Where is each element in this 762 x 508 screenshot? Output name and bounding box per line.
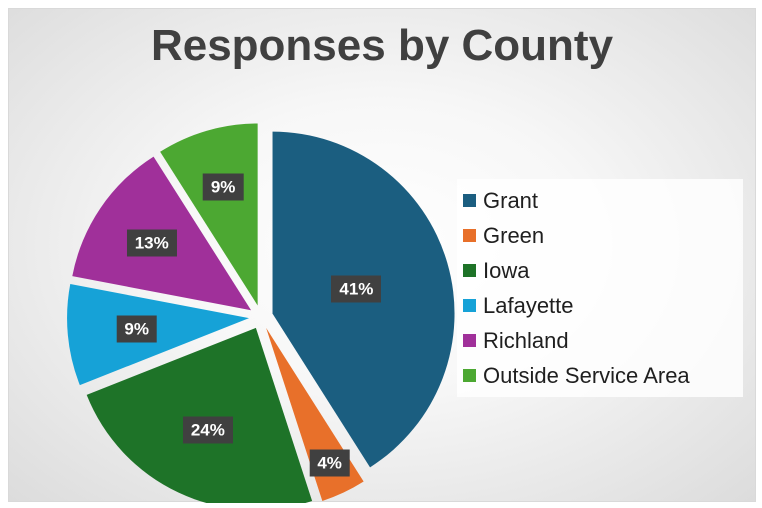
data-label: 24% (182, 416, 233, 444)
data-label: 9% (116, 315, 157, 343)
chart-title: Responses by County (150, 21, 614, 70)
pie-slice-lafayette (67, 284, 250, 386)
legend-item: Lafayette (463, 288, 737, 323)
legend-item: Grant (463, 183, 737, 218)
data-label: 41% (331, 275, 382, 303)
data-label: 9% (202, 173, 244, 201)
legend-label: Iowa (483, 257, 530, 283)
legend-label: Lafayette (483, 292, 574, 318)
legend-swatch (463, 369, 476, 382)
chart-area: Responses by County 41% 4% 24% 9% 13% 9% Gran… (8, 8, 756, 503)
data-label: 13% (126, 229, 177, 257)
pie-slice-iowa (86, 327, 313, 503)
legend-label: Richland (483, 327, 569, 353)
legend-label: Green (483, 222, 545, 248)
legend-label: Outside Service Area (483, 362, 690, 388)
legend-swatch (463, 299, 476, 312)
legend-swatch (463, 264, 476, 277)
legend-item: Outside Service Area (463, 358, 737, 393)
legend-item: Richland (463, 323, 737, 358)
pie-slice-outside-service-area (160, 123, 258, 306)
legend: Grant Green Iowa Lafayette Richland Outside S… (457, 179, 743, 397)
legend-swatch (463, 334, 476, 347)
legend-swatch (463, 194, 476, 207)
legend-label: Grant (483, 187, 539, 213)
legend-swatch (463, 229, 476, 242)
legend-item: Green (463, 218, 737, 253)
data-label: 4% (309, 449, 350, 477)
legend-item: Iowa (463, 253, 737, 288)
